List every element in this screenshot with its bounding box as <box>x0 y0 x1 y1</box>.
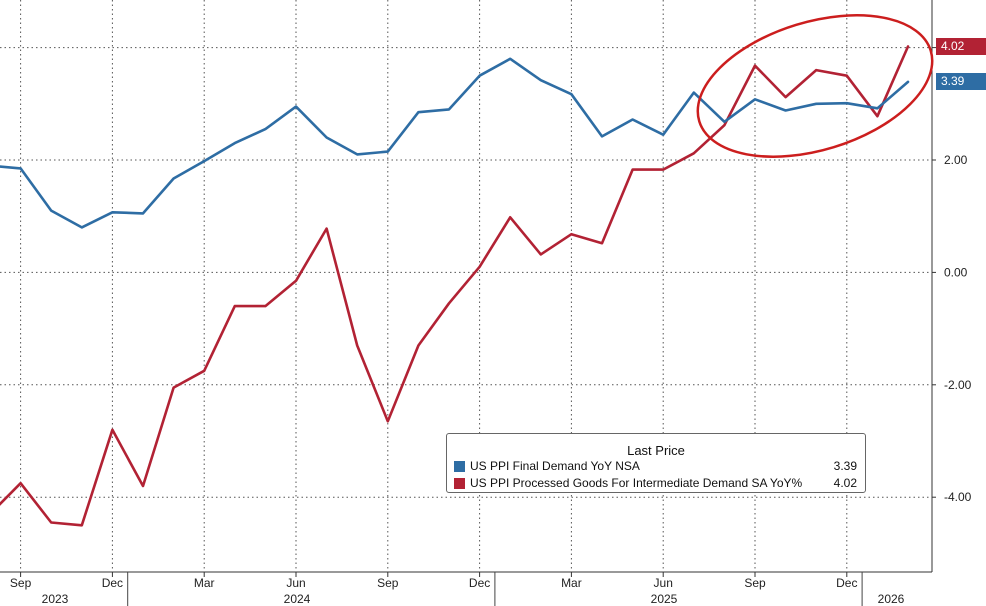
year-label: 2023 <box>42 592 69 606</box>
x-tick-label: Jun <box>654 576 673 590</box>
legend-entry-value: 3.39 <box>833 459 857 473</box>
year-label: 2026 <box>878 592 905 606</box>
legend-swatch-red <box>454 477 465 489</box>
legend-entry-name: US PPI Processed Goods For Intermediate … <box>470 476 803 490</box>
legend-entry-value: 4.02 <box>833 476 857 490</box>
x-tick-label: Dec <box>102 576 123 590</box>
x-tick-label: Dec <box>836 576 857 590</box>
series-line-ppi-final-demand <box>0 57 910 229</box>
axes <box>0 0 933 573</box>
y-tick-labels: 4.002.000.00-2.00-4.00 <box>932 41 972 504</box>
x-tick-label: Jun <box>286 576 305 590</box>
x-tick-label: Sep <box>377 576 399 590</box>
last-value-tag-ppi-final-demand: 3.39 <box>936 73 986 91</box>
y-tick-label: -2.00 <box>944 378 972 392</box>
year-label: 2024 <box>284 592 311 606</box>
series-lines <box>0 45 910 527</box>
y-tick-label: 0.00 <box>944 265 968 279</box>
x-tick-label: Mar <box>194 576 215 590</box>
x-tick-labels: Sep Dec Mar Jun Sep Dec Mar Jun Sep Dec 2023 2024 20… <box>10 572 905 606</box>
x-tick-label: Dec <box>469 576 490 590</box>
legend-title: Last Price <box>627 443 685 458</box>
year-label: 2025 <box>651 592 678 606</box>
x-tick-label: Sep <box>10 576 32 590</box>
y-tick-label: -4.00 <box>944 490 972 504</box>
legend: Last Price US PPI Final Demand YoY NSA 3… <box>446 433 866 493</box>
x-tick-label: Sep <box>744 576 766 590</box>
highlight-ellipse <box>696 14 934 158</box>
last-value-tag-ppi-intermediate: 4.02 <box>936 37 986 55</box>
legend-entry-ppi-intermediate: US PPI Processed Goods For Intermediate … <box>454 475 857 491</box>
y-tick-label: 2.00 <box>944 153 968 167</box>
legend-entry-ppi-final-demand: US PPI Final Demand YoY NSA 3.39 <box>454 458 857 474</box>
legend-entry-name: US PPI Final Demand YoY NSA <box>470 459 640 473</box>
legend-swatch-blue <box>454 460 465 472</box>
x-tick-label: Mar <box>561 576 582 590</box>
series-line-ppi-intermediate <box>0 45 910 527</box>
